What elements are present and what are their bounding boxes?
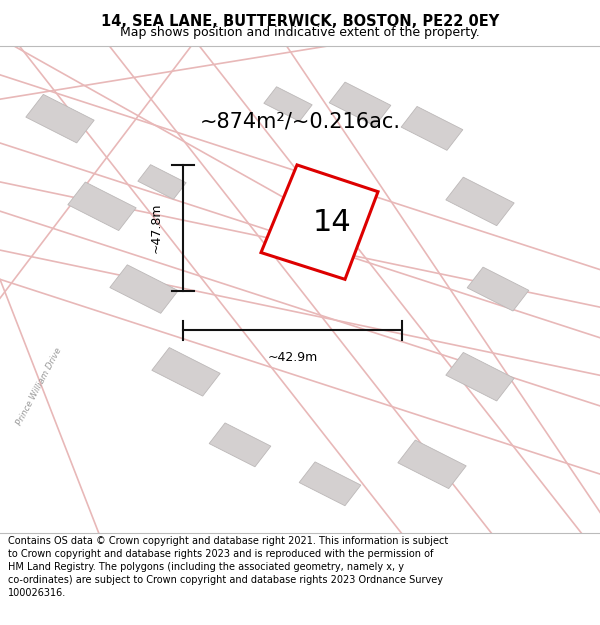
Text: Contains OS data © Crown copyright and database right 2021. This information is : Contains OS data © Crown copyright and d… [8, 536, 448, 598]
Polygon shape [299, 462, 361, 506]
Polygon shape [264, 87, 312, 121]
Polygon shape [401, 106, 463, 151]
Text: ~42.9m: ~42.9m [268, 351, 317, 364]
Polygon shape [138, 164, 186, 199]
Text: ~874m²/~0.216ac.: ~874m²/~0.216ac. [199, 111, 401, 131]
Polygon shape [446, 352, 514, 401]
Text: 14, SEA LANE, BUTTERWICK, BOSTON, PE22 0EY: 14, SEA LANE, BUTTERWICK, BOSTON, PE22 0… [101, 14, 499, 29]
Polygon shape [329, 82, 391, 126]
Polygon shape [152, 348, 220, 396]
Polygon shape [446, 177, 514, 226]
Polygon shape [68, 182, 136, 231]
Polygon shape [209, 423, 271, 467]
Text: 14: 14 [313, 208, 352, 237]
Text: Map shows position and indicative extent of the property.: Map shows position and indicative extent… [120, 26, 480, 39]
Text: ~47.8m: ~47.8m [149, 203, 163, 254]
Polygon shape [110, 265, 178, 313]
Polygon shape [26, 94, 94, 143]
Text: Prince William Drive: Prince William Drive [14, 346, 64, 427]
Polygon shape [398, 440, 466, 489]
Polygon shape [467, 267, 529, 311]
Polygon shape [261, 165, 378, 279]
